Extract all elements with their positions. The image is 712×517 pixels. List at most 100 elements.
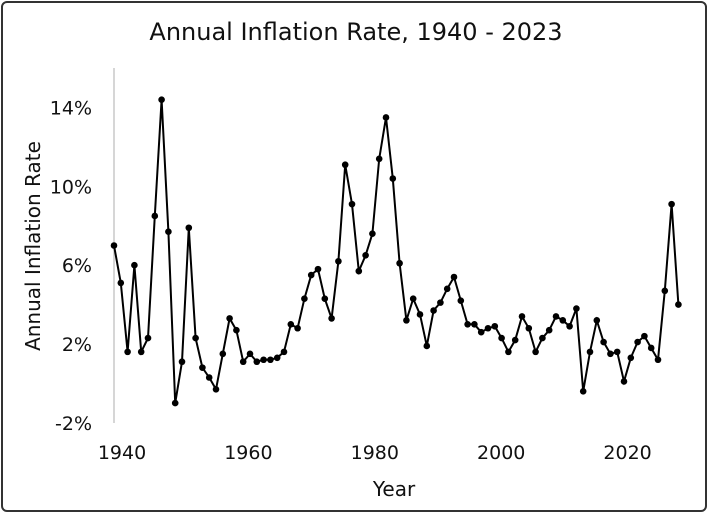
x-tick-label: 1960 <box>224 442 272 464</box>
data-point-1982 <box>396 259 403 267</box>
x-tick-label: 2000 <box>477 442 525 464</box>
data-point-1993 <box>471 321 478 328</box>
data-point-1940 <box>110 242 118 249</box>
data-point-1942 <box>124 348 131 356</box>
data-point-1997 <box>498 334 505 342</box>
data-point-2010 <box>586 348 594 356</box>
data-point-2012 <box>600 338 607 346</box>
data-point-1977 <box>362 252 369 259</box>
data-point-1974 <box>341 161 349 169</box>
data-point-1972 <box>328 315 335 322</box>
y-tick-label: -2% <box>55 413 92 435</box>
y-tick-label: 14% <box>50 98 92 120</box>
data-point-1984 <box>409 295 417 302</box>
data-point-1949 <box>171 399 179 407</box>
data-point-2015 <box>620 378 628 385</box>
x-tick-label: 1980 <box>351 442 399 464</box>
data-point-2016 <box>627 354 635 362</box>
data-point-2000 <box>518 313 526 320</box>
data-point-1986 <box>423 342 431 350</box>
data-point-1953 <box>199 364 206 371</box>
data-point-1965 <box>280 348 288 356</box>
data-point-1991 <box>457 297 465 304</box>
data-point-1989 <box>443 285 451 293</box>
data-point-1981 <box>389 175 397 182</box>
data-point-2011 <box>593 317 601 324</box>
data-point-2017 <box>634 338 641 346</box>
data-point-1975 <box>348 200 356 208</box>
data-point-2013 <box>607 350 614 358</box>
data-point-1970 <box>314 265 322 273</box>
data-point-1961 <box>253 358 261 366</box>
data-point-2022 <box>668 200 675 208</box>
data-point-1952 <box>192 334 199 342</box>
data-point-1988 <box>437 299 444 306</box>
data-point-1943 <box>131 261 138 269</box>
data-point-1945 <box>144 334 152 342</box>
data-point-1948 <box>165 228 172 236</box>
data-point-2014 <box>613 348 621 356</box>
data-point-2006 <box>559 317 567 324</box>
data-point-2019 <box>647 344 655 352</box>
data-point-1998 <box>505 348 512 356</box>
data-point-1946 <box>151 212 159 220</box>
x-tick-label: 2020 <box>603 442 651 464</box>
data-point-1955 <box>212 386 220 393</box>
data-point-2005 <box>552 313 560 320</box>
data-point-1941 <box>117 279 125 287</box>
series-line <box>113 99 680 404</box>
data-point-2018 <box>641 332 648 340</box>
data-point-1971 <box>321 295 329 302</box>
data-point-2007 <box>566 322 573 330</box>
data-point-1992 <box>464 321 471 328</box>
data-point-1990 <box>450 273 458 281</box>
data-point-1979 <box>375 155 383 163</box>
data-point-1996 <box>491 322 499 330</box>
data-point-1973 <box>335 257 342 265</box>
data-point-1994 <box>477 328 485 336</box>
data-point-1960 <box>246 350 254 358</box>
data-point-1976 <box>355 267 363 275</box>
data-point-2023 <box>675 301 682 308</box>
data-point-2002 <box>532 348 539 356</box>
data-point-1947 <box>158 96 165 104</box>
data-point-1963 <box>267 356 274 364</box>
data-point-1958 <box>233 326 240 334</box>
y-tick-label: 6% <box>62 255 92 277</box>
data-point-2003 <box>539 334 546 342</box>
data-point-2020 <box>654 356 662 364</box>
data-point-1995 <box>484 324 492 332</box>
data-point-1944 <box>137 348 145 356</box>
y-axis-label: Annual Inflation Rate <box>21 141 45 351</box>
data-point-2009 <box>579 387 587 395</box>
data-point-1951 <box>185 224 193 232</box>
data-point-1978 <box>369 230 376 237</box>
data-point-1964 <box>273 354 281 362</box>
data-point-1985 <box>416 311 424 318</box>
data-point-1966 <box>287 321 295 328</box>
data-point-1983 <box>403 317 410 324</box>
data-point-2004 <box>545 326 553 334</box>
data-point-1967 <box>294 324 301 332</box>
data-point-1957 <box>226 315 233 322</box>
data-point-2021 <box>661 287 669 295</box>
data-point-2008 <box>573 305 580 312</box>
data-point-1969 <box>307 271 315 279</box>
data-point-1980 <box>382 114 390 121</box>
data-point-1956 <box>219 350 227 358</box>
x-tick-label: 1940 <box>98 442 146 464</box>
data-point-1954 <box>205 374 213 381</box>
data-point-1962 <box>260 356 267 364</box>
data-point-1987 <box>430 307 437 314</box>
data-point-2001 <box>525 324 533 332</box>
y-tick-label: 10% <box>50 176 92 198</box>
x-axis-label: Year <box>372 477 416 501</box>
data-point-1950 <box>178 358 186 366</box>
data-point-1999 <box>511 336 519 344</box>
chart-title: Annual Inflation Rate, 1940 - 2023 <box>149 18 562 46</box>
data-point-1968 <box>301 295 308 302</box>
y-tick-label: 2% <box>62 334 92 356</box>
data-point-1959 <box>239 358 247 366</box>
